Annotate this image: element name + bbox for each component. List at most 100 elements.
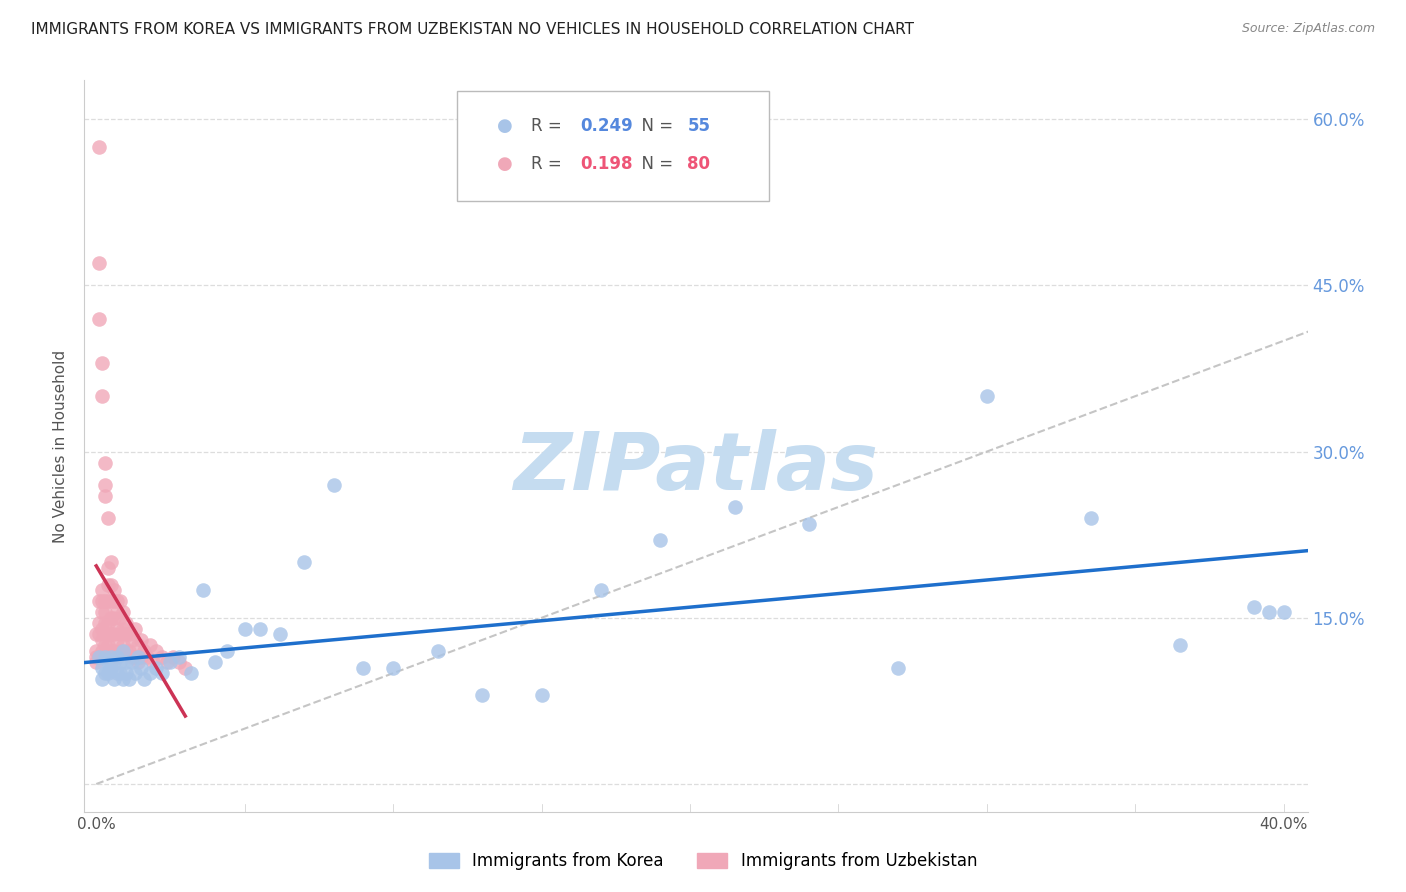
Text: R =: R = xyxy=(531,155,567,173)
Point xyxy=(97,639,120,653)
Point xyxy=(94,649,117,664)
Point xyxy=(589,583,612,598)
Point xyxy=(103,583,125,598)
Point xyxy=(89,311,111,326)
Point xyxy=(1243,599,1265,614)
Point xyxy=(132,644,155,658)
Point xyxy=(84,649,107,664)
Point xyxy=(322,477,344,491)
Point xyxy=(233,622,256,636)
Point xyxy=(215,644,238,658)
Point xyxy=(103,644,125,658)
Point xyxy=(976,389,998,403)
Text: Source: ZipAtlas.com: Source: ZipAtlas.com xyxy=(1241,22,1375,36)
Point xyxy=(129,649,152,664)
Point xyxy=(103,594,125,608)
Point xyxy=(108,644,131,658)
Point xyxy=(650,533,672,548)
Point xyxy=(111,639,134,653)
Point xyxy=(145,644,167,658)
Point xyxy=(115,655,138,669)
Point xyxy=(105,594,128,608)
Text: 0.249: 0.249 xyxy=(579,118,633,136)
Point xyxy=(91,356,114,370)
Point xyxy=(91,644,114,658)
Point xyxy=(162,649,184,664)
Point xyxy=(84,627,107,641)
Point xyxy=(118,672,141,686)
Point xyxy=(156,655,179,669)
Point xyxy=(105,649,128,664)
Point xyxy=(111,644,134,658)
Point xyxy=(426,644,449,658)
Point xyxy=(124,666,146,681)
Point xyxy=(118,644,141,658)
Point xyxy=(97,616,120,631)
Point xyxy=(111,605,134,619)
Point xyxy=(132,672,155,686)
Text: IMMIGRANTS FROM KOREA VS IMMIGRANTS FROM UZBEKISTAN NO VEHICLES IN HOUSEHOLD COR: IMMIGRANTS FROM KOREA VS IMMIGRANTS FROM… xyxy=(31,22,914,37)
Point xyxy=(94,639,117,653)
Point xyxy=(129,660,152,674)
Y-axis label: No Vehicles in Household: No Vehicles in Household xyxy=(53,350,69,542)
Point xyxy=(127,655,149,669)
Point xyxy=(1168,639,1191,653)
Text: ●: ● xyxy=(496,155,512,173)
Point xyxy=(100,611,122,625)
Point xyxy=(1258,605,1281,619)
Point xyxy=(97,666,120,681)
Point xyxy=(91,622,114,636)
Point xyxy=(100,644,122,658)
Text: R =: R = xyxy=(531,118,567,136)
Point xyxy=(124,649,146,664)
Point xyxy=(797,516,820,531)
Point xyxy=(118,627,141,641)
Point xyxy=(105,632,128,647)
Point xyxy=(100,627,122,641)
Point xyxy=(105,649,128,664)
Point xyxy=(121,655,143,669)
Point xyxy=(91,583,114,598)
Point xyxy=(723,500,745,514)
Point xyxy=(138,666,160,681)
Point xyxy=(530,689,553,703)
Point xyxy=(108,627,131,641)
Point xyxy=(94,594,117,608)
Point xyxy=(150,666,173,681)
Point xyxy=(100,649,122,664)
Text: N =: N = xyxy=(631,155,679,173)
Text: 55: 55 xyxy=(688,118,710,136)
FancyBboxPatch shape xyxy=(457,91,769,201)
Point xyxy=(108,655,131,669)
Point xyxy=(105,666,128,681)
Point xyxy=(94,649,117,664)
Point xyxy=(180,666,202,681)
Point xyxy=(108,666,131,681)
Point xyxy=(292,555,315,569)
Point xyxy=(100,594,122,608)
Point xyxy=(89,627,111,641)
Point xyxy=(94,616,117,631)
Point xyxy=(1272,605,1295,619)
Point xyxy=(1080,511,1102,525)
Point xyxy=(103,611,125,625)
Point xyxy=(124,622,146,636)
Point xyxy=(127,639,149,653)
Point xyxy=(100,555,122,569)
Point xyxy=(127,649,149,664)
Point xyxy=(111,672,134,686)
Point xyxy=(94,456,117,470)
Point xyxy=(94,605,117,619)
Point xyxy=(169,649,191,664)
Point xyxy=(204,655,226,669)
Point xyxy=(103,627,125,641)
Point xyxy=(97,655,120,669)
Text: ZIPatlas: ZIPatlas xyxy=(513,429,879,507)
Point xyxy=(97,577,120,591)
Point xyxy=(121,632,143,647)
Text: ●: ● xyxy=(496,118,512,136)
Point xyxy=(111,622,134,636)
Point xyxy=(91,594,114,608)
Point xyxy=(91,672,114,686)
Point xyxy=(84,644,107,658)
